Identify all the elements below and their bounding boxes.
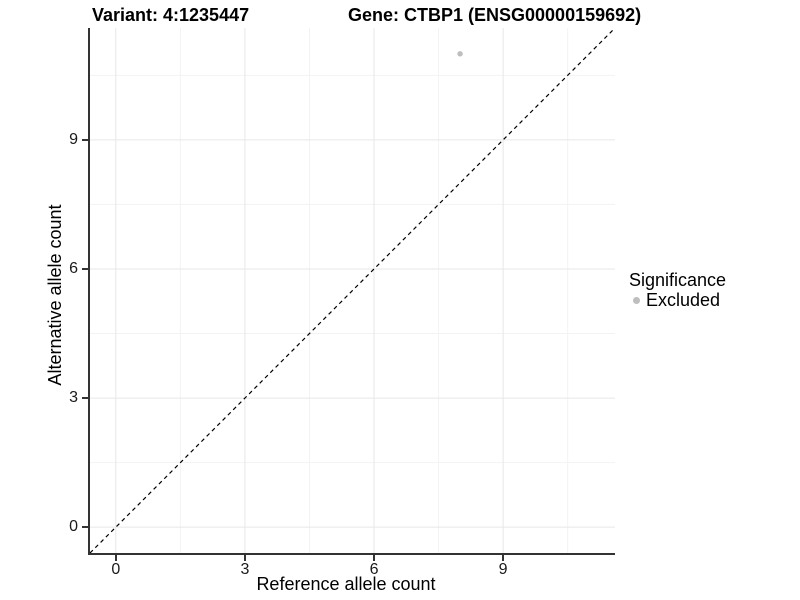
plot-area-svg xyxy=(90,28,615,553)
y-tick-label: 6 xyxy=(69,259,78,277)
y-tick-mark xyxy=(82,139,88,141)
y-tick-label: 9 xyxy=(69,130,78,148)
x-tick-mark xyxy=(373,555,375,561)
x-tick-label: 9 xyxy=(498,561,508,578)
x-tick-label: 3 xyxy=(240,561,250,578)
excluded-point-swatch-icon xyxy=(633,296,640,304)
x-tick-mark xyxy=(244,555,246,561)
legend-title: Significance xyxy=(629,270,727,290)
legend-entry-excluded: Excluded xyxy=(633,291,720,309)
x-tick-label: 6 xyxy=(369,561,379,578)
legend-entry-label: Excluded xyxy=(646,290,721,310)
data-point-excluded xyxy=(457,51,463,57)
y-axis-title: Alternative allele count xyxy=(45,204,65,386)
x-tick-label: 0 xyxy=(111,561,121,578)
y-tick-label: 0 xyxy=(69,518,78,536)
y-tick-label: 3 xyxy=(69,389,78,407)
x-axis-title: Reference allele count xyxy=(256,574,436,594)
plot-panel xyxy=(88,28,615,555)
gene-title: Gene: CTBP1 (ENSG00000159692) xyxy=(348,5,642,25)
x-tick-mark xyxy=(502,555,504,561)
y-tick-mark xyxy=(82,526,88,528)
variant-title: Variant: 4:1235447 xyxy=(92,5,250,25)
x-tick-mark xyxy=(115,555,117,561)
y-tick-mark xyxy=(82,397,88,399)
y-tick-mark xyxy=(82,268,88,270)
identity-line xyxy=(90,28,615,553)
